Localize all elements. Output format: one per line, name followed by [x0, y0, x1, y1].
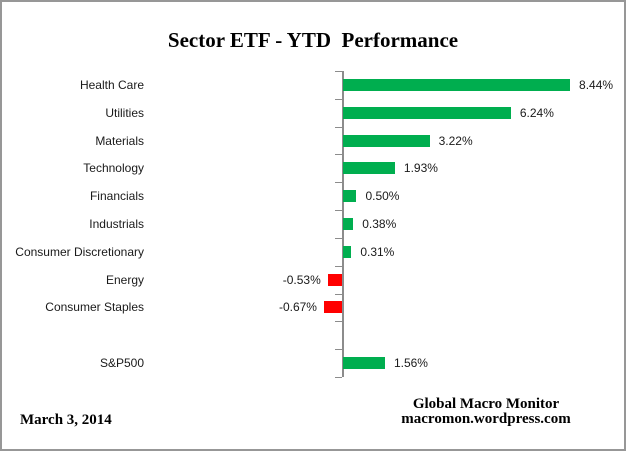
chart-title: Sector ETF - YTD Performance — [167, 28, 459, 52]
category-label: Consumer Discretionary — [15, 244, 144, 259]
axis-tick — [335, 265, 342, 267]
positive-bar — [343, 78, 571, 91]
positive-bar — [343, 245, 352, 258]
axis-tick — [335, 154, 342, 156]
category-label: Consumer Staples — [45, 300, 144, 315]
category-label: Materials — [95, 133, 144, 148]
value-label: 0.50% — [365, 189, 400, 204]
category-label: Health Care — [79, 77, 144, 92]
axis-tick — [335, 182, 342, 184]
positive-bar — [343, 357, 385, 370]
category-label: Utilities — [105, 105, 144, 120]
value-label: 1.56% — [393, 356, 428, 371]
negative-bar — [323, 301, 342, 314]
positive-bar — [343, 134, 430, 147]
positive-bar — [343, 218, 354, 230]
category-label: Technology — [83, 161, 144, 176]
value-label: 6.24% — [519, 105, 554, 120]
axis-tick — [335, 377, 342, 378]
footer-source: Global Macro Monitor macromon.wordpress.… — [395, 397, 577, 427]
value-label: 3.22% — [438, 133, 473, 148]
category-label: Financials — [89, 189, 144, 204]
axis-tick — [335, 237, 342, 239]
value-label: 0.31% — [360, 244, 395, 259]
axis-tick — [335, 210, 342, 212]
positive-bar — [343, 106, 511, 119]
footer-date: March 3, 2014 — [20, 412, 112, 428]
value-label: -0.67% — [278, 300, 317, 315]
positive-bar — [343, 162, 395, 175]
category-label: Energy — [105, 272, 144, 287]
value-label: 0.38% — [362, 217, 397, 231]
positive-bar — [343, 190, 357, 203]
category-label: Industrials — [89, 217, 144, 231]
category-label: S&P500 — [99, 356, 144, 371]
axis-tick — [335, 293, 342, 295]
negative-bar — [327, 273, 342, 286]
value-label: -0.53% — [282, 272, 321, 287]
axis-tick — [335, 349, 342, 351]
axis-tick — [335, 321, 342, 323]
axis-tick — [335, 126, 342, 128]
axis-tick — [335, 71, 342, 72]
footer-source-url: macromon.wordpress.com — [401, 411, 571, 427]
category-axis-line — [342, 71, 344, 377]
value-label: 8.44% — [579, 77, 614, 92]
footer-source-name: Global Macro Monitor — [412, 396, 560, 412]
axis-tick — [335, 98, 342, 100]
value-label: 1.93% — [403, 161, 438, 176]
